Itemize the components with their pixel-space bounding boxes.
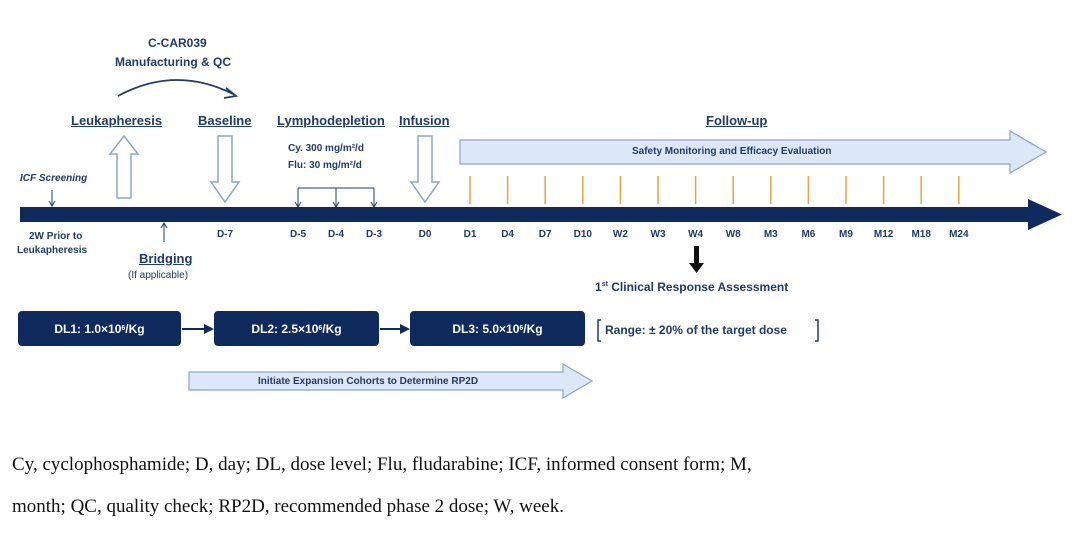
expansion-banner-arrow <box>188 362 594 400</box>
tick-d-minus-5: D-5 <box>289 229 307 240</box>
tick-d0: D0 <box>418 229 432 240</box>
dose-level-3-box: DL3: 5.0×10 6/Kg <box>410 311 585 346</box>
phase-follow-up: Follow-up <box>706 113 768 128</box>
dl2-to-dl3-arrowhead <box>400 324 410 334</box>
bridging-arrowhead <box>160 222 168 229</box>
range-bracket-left <box>597 319 601 342</box>
icf-arrowhead <box>48 200 56 207</box>
tick-label-m18: M18 <box>911 229 931 240</box>
dose-level-1-box: DL1: 1.0×10 6/Kg <box>18 311 181 346</box>
dl3-exponent: 6 <box>519 325 524 332</box>
tick-d-minus-7: D-7 <box>216 229 234 240</box>
icf-screening-label: ICF Screening <box>20 173 88 184</box>
response-assessment-label: 1st Clinical Response Assessment <box>595 280 788 294</box>
tick-label-d10: D10 <box>573 229 592 240</box>
dl1-unit: /Kg <box>125 321 145 336</box>
dl1-exponent: 6 <box>121 325 126 332</box>
bridging-label: Bridging <box>139 251 193 266</box>
manufacturing-title: C-CAR039 <box>148 36 207 50</box>
tick-label-w4: W4 <box>688 229 704 240</box>
tick-d-minus-3: D-3 <box>365 229 383 240</box>
manufacturing-curve-arrow <box>117 79 234 97</box>
flu-dose: Flu: 30 mg/m²/d <box>288 160 362 171</box>
tick-label-w2: W2 <box>612 229 628 240</box>
cy-dose: Cy. 300 mg/m²/d <box>288 143 364 154</box>
infusion-down-arrow <box>409 135 441 204</box>
response-assessment-sup: st <box>601 281 608 288</box>
tick-label-m3: M3 <box>763 229 778 240</box>
tick-label-w3: W3 <box>650 229 666 240</box>
tick-d-minus-4: D-4 <box>327 229 345 240</box>
tick-label-m24: M24 <box>949 229 969 240</box>
response-assessment-text: Clinical Response Assessment <box>607 280 789 294</box>
caption-line-1: Cy, cyclophosphamide; D, day; DL, dose l… <box>12 454 752 475</box>
follow-up-banner-arrow <box>459 129 1048 175</box>
timeline-start-line2: Leukapheresis <box>17 245 88 256</box>
timeline-start-line1: 2W Prior to <box>29 231 83 242</box>
dl1-to-dl2-arrowhead <box>204 324 214 334</box>
tick-label-d4: D4 <box>501 229 514 240</box>
tick-label-d1: D1 <box>463 229 477 240</box>
follow-up-banner-text: Safety Monitoring and Efficacy Evaluatio… <box>632 146 832 157</box>
expansion-banner-text: Initiate Expansion Cohorts to Determine … <box>258 376 479 387</box>
manufacturing-subtitle: Manufacturing & QC <box>115 55 231 69</box>
follow-up-ticks <box>469 176 960 204</box>
tick-label-m12: M12 <box>873 229 894 240</box>
phase-baseline: Baseline <box>198 113 252 128</box>
bridging-note: (If applicable) <box>128 270 189 281</box>
dl3-value: DL3: 5.0×10 <box>452 321 520 336</box>
phase-lymphodepletion: Lymphodepletion <box>277 113 385 128</box>
dl1-value: DL1: 1.0×10 <box>54 321 122 336</box>
tick-label-d7: D7 <box>538 229 552 240</box>
caption-line-2: month; QC, quality check; RP2D, recommen… <box>12 496 564 517</box>
phase-infusion: Infusion <box>399 113 450 128</box>
manufacturing-arrowhead <box>223 87 239 99</box>
tick-label-m6: M6 <box>801 229 816 240</box>
dose-level-2-box: DL2: 2.5×10 6/Kg <box>214 311 379 346</box>
dl3-unit: /Kg <box>523 321 543 336</box>
dl2-exponent: 6 <box>318 325 323 332</box>
dl2-value: DL2: 2.5×10 <box>251 321 319 336</box>
range-bracket-right <box>815 319 819 342</box>
main-timeline-bar <box>20 207 1030 222</box>
dl2-unit: /Kg <box>322 321 342 336</box>
tick-label-w8: W8 <box>725 229 741 240</box>
range-note: Range: ± 20% of the target dose <box>605 323 787 337</box>
response-arrow-shaft <box>694 246 699 264</box>
response-arrow-head <box>689 263 704 273</box>
response-assessment-number: 1 <box>595 280 602 294</box>
phase-leukapheresis: Leukapheresis <box>71 113 163 128</box>
main-timeline-arrowhead <box>1028 199 1062 230</box>
baseline-down-arrow <box>209 135 241 204</box>
tick-label-m9: M9 <box>839 229 853 240</box>
leukapheresis-up-arrow <box>108 134 140 199</box>
